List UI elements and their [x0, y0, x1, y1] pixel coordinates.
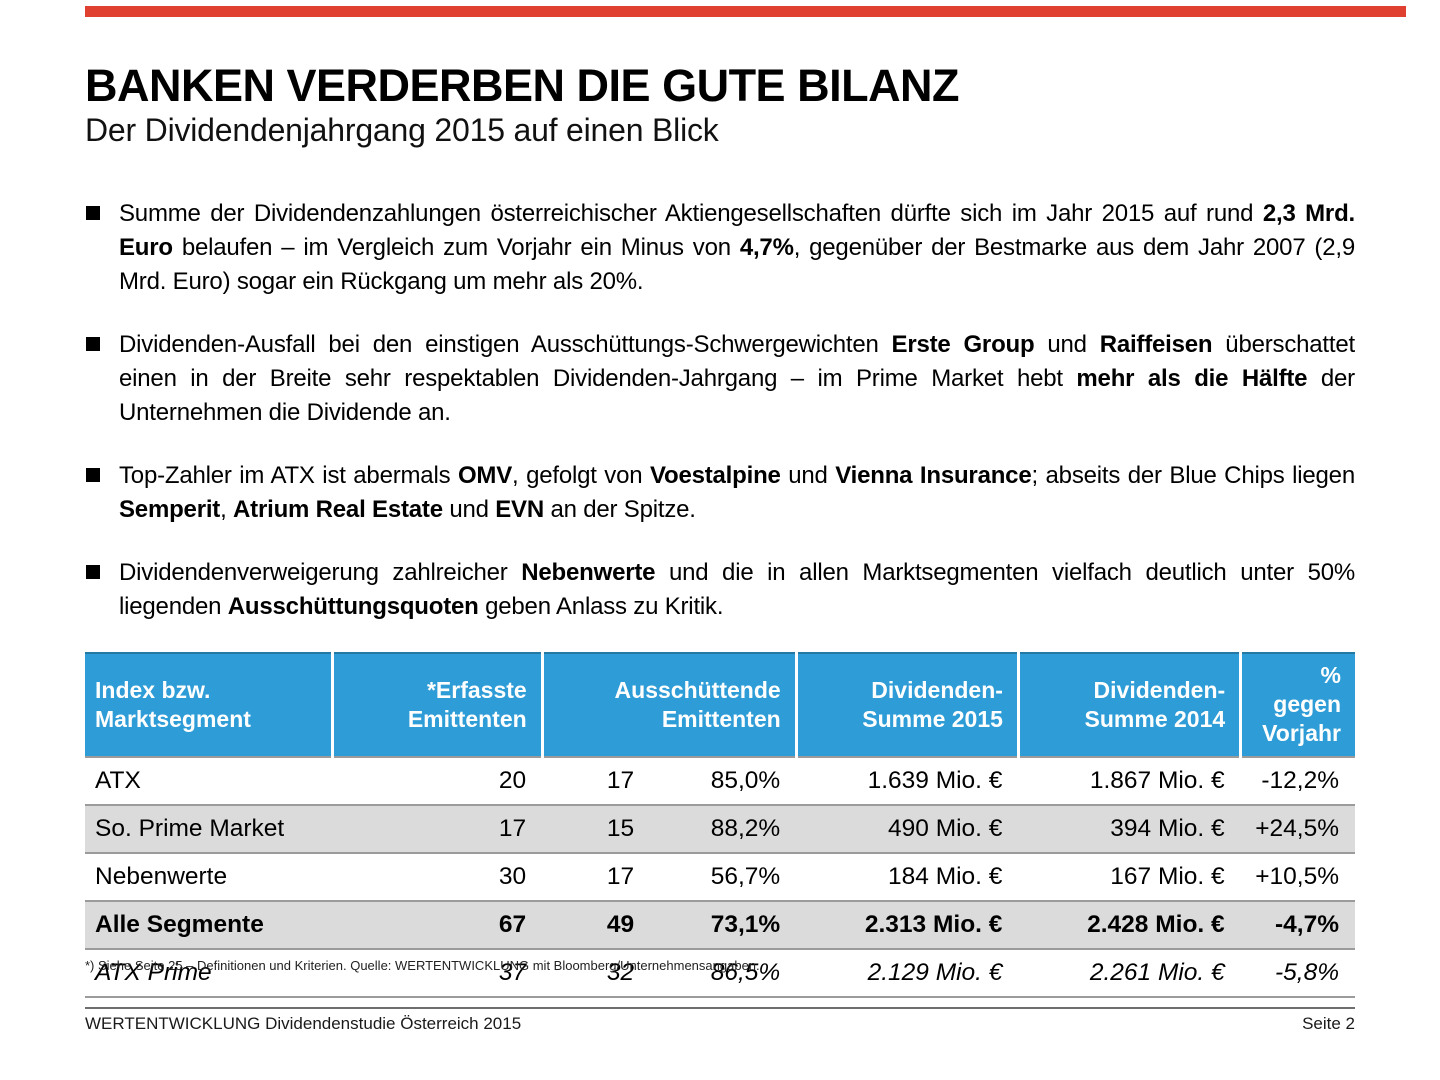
- bullet-text-bold: Ausschüttungsquoten: [227, 593, 479, 620]
- value-cell: 32: [542, 948, 651, 998]
- column-header: Index bzw. Marktsegment: [85, 652, 333, 757]
- segment-name-cell: ATX: [85, 756, 333, 805]
- top-accent-rule: [85, 6, 1406, 17]
- value-cell: 17: [542, 756, 651, 805]
- table-footnote: *) Siehe Seite 25 – Definitionen und Kri…: [85, 958, 760, 973]
- page-footer: WERTENTWICKLUNG Dividendenstudie Österre…: [85, 1014, 1355, 1034]
- bullet-text-bold: EVN: [495, 496, 544, 523]
- table-header: Index bzw. Marktsegment *Erfasste Emitten…: [85, 652, 1355, 757]
- value-cell: 2.261 Mio. €: [1018, 948, 1241, 998]
- value-cell: 1.867 Mio. €: [1018, 756, 1241, 805]
- value-cell: 2.313 Mio. €: [796, 900, 1019, 949]
- table-row: Nebenwerte 30 17 56,7% 184 Mio. €167 Mio. € +…: [85, 852, 1355, 901]
- column-header: % gegen Vorjahr: [1239, 652, 1355, 757]
- bullet-text-bold: 2,3 Mrd. Euro: [119, 200, 1355, 261]
- page-subtitle: Der Dividendenjahrgang 2015 auf einen Bl…: [85, 112, 719, 148]
- bullet-text-bold: Nebenwerte: [521, 559, 656, 586]
- bullet-text: Top-Zahler im ATX ist abermals: [119, 462, 458, 489]
- bullet-square-marker: [86, 206, 100, 220]
- footer-source-label: WERTENTWICKLUNG Dividendenstudie Österre…: [85, 1014, 522, 1033]
- bullet-text: Dividenden-Ausfall bei den einstigen Aus…: [119, 331, 892, 358]
- bullet-text: der Unternehmen die Dividende an.: [119, 365, 1355, 426]
- value-cell: +24,5%: [1240, 804, 1355, 853]
- column-header: *Erfasste Emittenten: [331, 652, 543, 757]
- bullet-text-bold: Semperit: [119, 496, 221, 523]
- value-cell: 86,5%: [650, 948, 797, 998]
- table-row: So. Prime Market 17 15 88,2% 490 Mio. €394 M…: [85, 804, 1355, 853]
- summary-bullet-list: Summe der Dividendenzahlungen österreich…: [85, 197, 1355, 653]
- bullet-item: Dividendenverweigerung zahlreicher Neben…: [85, 556, 1355, 624]
- bullet-square-marker: [86, 337, 100, 351]
- bullet-text-bold: Vienna Insurance: [835, 462, 1032, 489]
- table-row: ATX 20 17 85,0% 1.639 Mio. €1.867 Mio. € -12,…: [85, 756, 1355, 805]
- bullet-text-bold: 4,7%: [739, 234, 794, 261]
- segment-name-cell: Alle Segmente: [85, 900, 333, 949]
- bullet-text-bold: Erste Group: [891, 331, 1035, 358]
- value-cell: 37: [332, 948, 543, 998]
- bullet-square-marker: [86, 468, 100, 482]
- column-header: Dividenden- Summe 2014: [1016, 652, 1241, 757]
- table-row: ATX Prime 37 32 86,5% 2.129 Mio. €2.261 Mio.…: [85, 948, 1355, 998]
- segment-name-cell: ATX Prime: [85, 948, 333, 998]
- value-cell: 394 Mio. €: [1018, 804, 1241, 853]
- bullet-item: Summe der Dividendenzahlungen österreich…: [85, 197, 1355, 299]
- bullet-text: geben Anlass zu Kritik.: [478, 593, 724, 620]
- bullet-text: , gegenüber der Bestmarke aus dem Jahr 2…: [119, 234, 1355, 295]
- value-cell: 184 Mio. €: [796, 852, 1019, 901]
- column-header: Dividenden- Summe 2015: [794, 652, 1019, 757]
- bullet-text: und: [780, 462, 836, 489]
- value-cell: 88,2%: [650, 804, 797, 853]
- bullet-text: Summe der Dividendenzahlungen österreich…: [119, 200, 1263, 227]
- value-cell: 20: [332, 756, 543, 805]
- value-cell: 490 Mio. €: [796, 804, 1019, 853]
- bullet-text-bold: Atrium Real Estate: [233, 496, 443, 523]
- dividend-summary-table: Index bzw. Marktsegment *Erfasste Emitten…: [85, 652, 1355, 998]
- bullet-square-marker: [86, 565, 100, 579]
- bullet-text: überschattet einen in der Breite sehr re…: [119, 331, 1355, 392]
- bullet-text: ,: [220, 496, 234, 523]
- bullet-item: Top-Zahler im ATX ist abermals OMV, gefo…: [85, 459, 1355, 527]
- value-cell: -12,2%: [1240, 756, 1355, 805]
- bullet-text-bold: mehr als die Hälfte: [1076, 365, 1308, 392]
- bullet-text: Dividendenverweigerung zahlreicher: [119, 559, 522, 586]
- bullet-text-bold: Voestalpine: [649, 462, 781, 489]
- value-cell: 56,7%: [650, 852, 797, 901]
- bullet-text-bold: Raiffeisen: [1099, 331, 1213, 358]
- footer-rule: [85, 1007, 1355, 1009]
- value-cell: 1.639 Mio. €: [796, 756, 1019, 805]
- value-cell: 2.428 Mio. €: [1018, 900, 1241, 949]
- bullet-text: und die in allen Marktsegmenten vielfach…: [119, 559, 1355, 620]
- value-cell: 167 Mio. €: [1018, 852, 1241, 901]
- footer-page-number: Seite 2: [1302, 1014, 1355, 1033]
- segment-name-cell: Nebenwerte: [85, 852, 333, 901]
- segment-name-cell: So. Prime Market: [85, 804, 333, 853]
- column-header: Ausschüttende Emittenten: [540, 652, 797, 757]
- bullet-text: belaufen – im Vergleich zum Vorjahr ein …: [172, 234, 740, 261]
- value-cell: 2.129 Mio. €: [796, 948, 1019, 998]
- bullet-text-bold: OMV: [457, 462, 513, 489]
- page-title: BANKEN VERDERBEN DIE GUTE BILANZ: [85, 60, 960, 111]
- bullet-text: ; abseits der Blue Chips liegen: [1031, 462, 1355, 489]
- value-cell: -5,8%: [1240, 948, 1355, 998]
- value-cell: 30: [332, 852, 543, 901]
- value-cell: -4,7%: [1240, 900, 1355, 949]
- value-cell: 17: [542, 852, 651, 901]
- value-cell: 17: [332, 804, 543, 853]
- bullet-text: an der Spitze.: [544, 496, 696, 523]
- bullet-text: und: [442, 496, 496, 523]
- table-row: Alle Segmente 67 49 73,1% 2.313 Mio. €2.428 …: [85, 900, 1355, 949]
- value-cell: +10,5%: [1240, 852, 1355, 901]
- bullet-text: , gefolgt von: [512, 462, 650, 489]
- value-cell: 49: [542, 900, 651, 949]
- bullet-text: und: [1034, 331, 1100, 358]
- bullet-item: Dividenden-Ausfall bei den einstigen Aus…: [85, 328, 1355, 430]
- value-cell: 67: [332, 900, 543, 949]
- value-cell: 15: [542, 804, 651, 853]
- value-cell: 73,1%: [650, 900, 797, 949]
- value-cell: 85,0%: [650, 756, 797, 805]
